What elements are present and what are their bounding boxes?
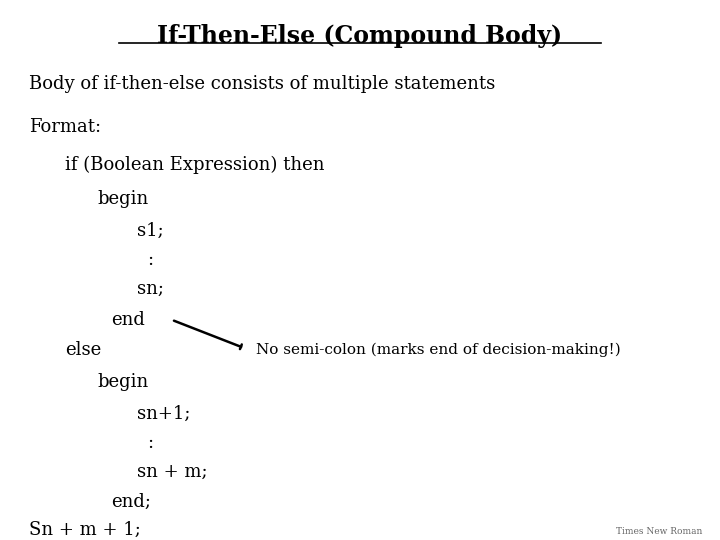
Text: sn;: sn; [137, 280, 164, 298]
Text: No semi-colon (marks end of decision-making!): No semi-colon (marks end of decision-mak… [256, 343, 621, 357]
Text: begin: begin [97, 373, 148, 391]
Text: s1;: s1; [137, 222, 163, 240]
Text: sn + m;: sn + m; [137, 462, 207, 481]
Text: If-Then-Else (Compound Body): If-Then-Else (Compound Body) [158, 24, 562, 48]
Text: :: : [148, 251, 154, 269]
Text: begin: begin [97, 190, 148, 208]
Text: :: : [148, 434, 154, 452]
Text: sn+1;: sn+1; [137, 404, 190, 423]
Text: Body of if-then-else consists of multiple statements: Body of if-then-else consists of multipl… [29, 75, 495, 93]
Text: Sn + m + 1;: Sn + m + 1; [29, 521, 140, 539]
Text: Times New Roman: Times New Roman [616, 526, 702, 536]
Text: Format:: Format: [29, 118, 101, 136]
Text: end;: end; [112, 493, 152, 511]
Text: else: else [65, 341, 101, 359]
Text: end: end [112, 310, 145, 329]
Text: if (Boolean Expression) then: if (Boolean Expression) then [65, 156, 324, 174]
